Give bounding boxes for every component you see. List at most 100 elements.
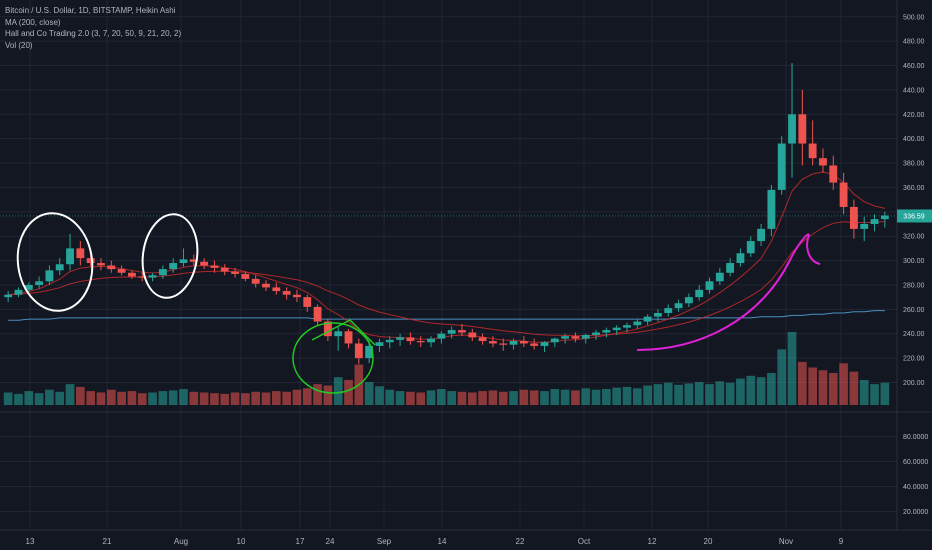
drawings[interactable]: [12, 208, 821, 394]
candle[interactable]: [107, 260, 116, 273]
candle[interactable]: [396, 333, 405, 346]
candle[interactable]: [849, 199, 858, 239]
candle[interactable]: [540, 341, 549, 353]
candle[interactable]: [664, 304, 673, 317]
candle[interactable]: [819, 148, 827, 173]
candle[interactable]: [643, 314, 652, 326]
candle[interactable]: [251, 275, 260, 288]
candle[interactable]: [839, 172, 848, 215]
candle[interactable]: [148, 272, 157, 282]
candle[interactable]: [561, 333, 570, 344]
candle[interactable]: [200, 258, 209, 270]
time-tick-label: 14: [438, 537, 447, 546]
candle[interactable]: [344, 328, 353, 349]
candle[interactable]: [468, 328, 477, 342]
candle[interactable]: [293, 289, 301, 303]
candle[interactable]: [612, 325, 621, 335]
candle[interactable]: [427, 336, 435, 348]
candle[interactable]: [158, 265, 167, 279]
ma-study-label[interactable]: MA (200, close): [5, 17, 61, 27]
candle[interactable]: [447, 326, 456, 339]
candle[interactable]: [375, 338, 384, 353]
circle-annotation-2[interactable]: [137, 211, 202, 302]
volume-bar: [375, 386, 384, 405]
candle[interactable]: [14, 287, 23, 298]
candle[interactable]: [66, 233, 74, 271]
candle[interactable]: [262, 280, 270, 292]
candle[interactable]: [220, 264, 229, 276]
symbol-title[interactable]: Bitcoin / U.S. Dollar, 1D, BITSTAMP, Hei…: [5, 6, 176, 15]
candle[interactable]: [623, 322, 631, 333]
candle[interactable]: [179, 248, 188, 267]
candle[interactable]: [458, 323, 466, 337]
candles[interactable]: [4, 63, 889, 365]
candle[interactable]: [808, 120, 817, 166]
candle[interactable]: [117, 265, 126, 276]
candle[interactable]: [870, 214, 879, 232]
candle[interactable]: [210, 260, 219, 273]
candle[interactable]: [715, 267, 724, 285]
candle[interactable]: [509, 338, 518, 350]
indicator-study-label[interactable]: Hall and Co Trading 2.0 (3, 7, 20, 50, 9…: [5, 29, 182, 38]
candle[interactable]: [499, 338, 508, 351]
candle[interactable]: [231, 267, 239, 278]
candle[interactable]: [530, 338, 539, 350]
candle[interactable]: [313, 304, 322, 327]
candle[interactable]: [767, 184, 776, 237]
volume-bar: [14, 393, 23, 405]
candle[interactable]: [798, 89, 807, 166]
circle-annotation-1[interactable]: [12, 208, 99, 315]
candle[interactable]: [695, 284, 704, 301]
oscillator-axis[interactable]: 80.0000 60.0000 40.0000 20.0000: [903, 434, 928, 516]
volume-study-label[interactable]: Vol (20): [5, 40, 33, 50]
candle[interactable]: [138, 272, 147, 282]
candle[interactable]: [282, 287, 291, 300]
candle[interactable]: [736, 248, 745, 267]
candle[interactable]: [45, 265, 54, 285]
candle[interactable]: [169, 258, 178, 273]
candle[interactable]: [478, 333, 487, 345]
candle[interactable]: [406, 332, 415, 345]
candle[interactable]: [726, 258, 735, 277]
trend-curve-annotation[interactable]: [636, 233, 821, 351]
candle[interactable]: [35, 276, 44, 289]
candle[interactable]: [592, 330, 600, 340]
candle[interactable]: [684, 293, 693, 307]
candle[interactable]: [860, 216, 869, 242]
candle[interactable]: [633, 319, 642, 329]
candle[interactable]: [272, 282, 281, 295]
candle[interactable]: [571, 332, 580, 343]
candle[interactable]: [777, 136, 786, 195]
candle[interactable]: [55, 258, 64, 276]
candle[interactable]: [385, 336, 394, 349]
candle[interactable]: [581, 333, 590, 344]
candle[interactable]: [4, 291, 13, 303]
candle[interactable]: [488, 336, 497, 348]
candle[interactable]: [880, 211, 889, 228]
candle[interactable]: [334, 326, 343, 351]
candle[interactable]: [674, 299, 683, 312]
candle[interactable]: [705, 277, 714, 294]
candle[interactable]: [437, 331, 446, 344]
candle[interactable]: [788, 63, 796, 178]
candle[interactable]: [757, 224, 765, 246]
time-tick-label: 12: [648, 537, 657, 546]
candle[interactable]: [128, 270, 136, 279]
candle[interactable]: [519, 336, 528, 348]
candle[interactable]: [303, 294, 312, 312]
candle[interactable]: [602, 327, 611, 338]
cross-annotation[interactable]: [311, 319, 376, 346]
candle[interactable]: [746, 236, 755, 257]
time-axis[interactable]: 13 21 Aug 10 17 24 Sep 14 22 Oct 12 20 Nov 9: [26, 537, 844, 546]
candle[interactable]: [354, 338, 363, 365]
candle[interactable]: [76, 241, 85, 266]
circle-annotation-3[interactable]: [292, 322, 374, 394]
candle[interactable]: [189, 254, 198, 266]
candle[interactable]: [654, 309, 662, 322]
candle[interactable]: [550, 337, 559, 348]
candle[interactable]: [829, 155, 838, 190]
candle[interactable]: [416, 336, 425, 348]
candle[interactable]: [97, 258, 105, 271]
candle[interactable]: [241, 271, 250, 282]
